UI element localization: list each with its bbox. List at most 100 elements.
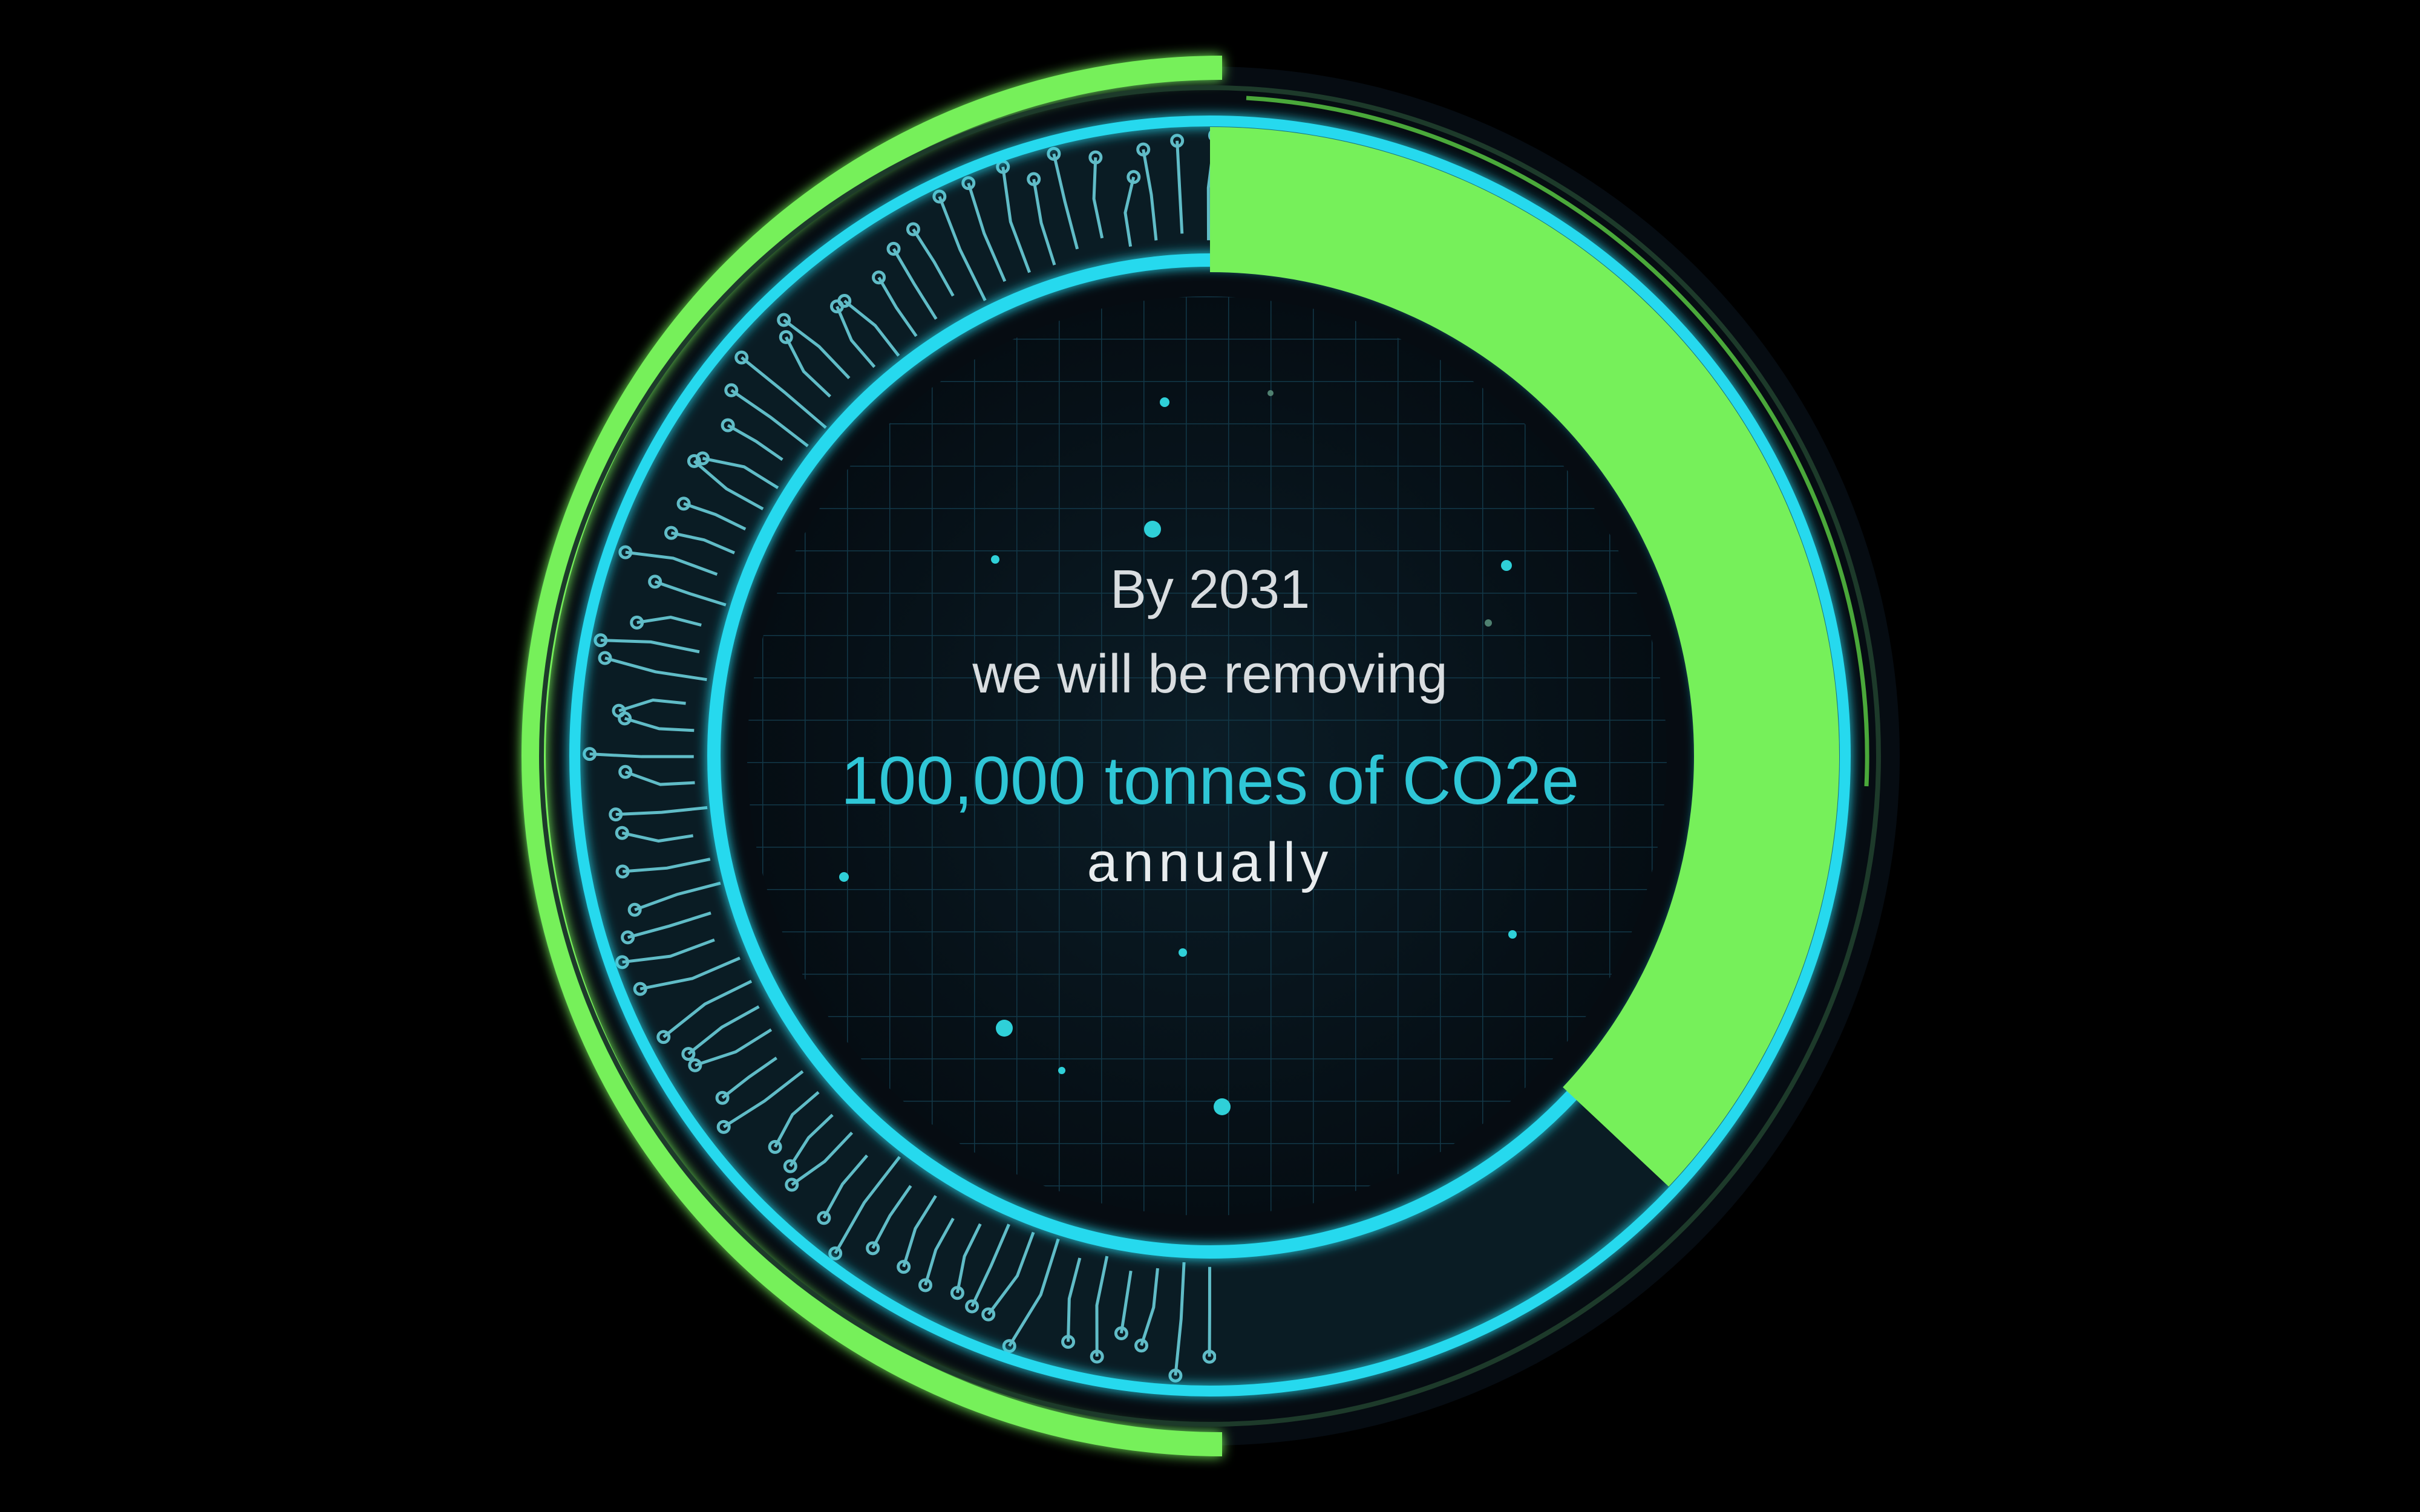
circuit-node: [828, 1246, 843, 1260]
circuit-trace: [654, 580, 727, 607]
circuit-trace: [785, 336, 831, 398]
circuit-node: [598, 651, 612, 665]
circuit-node: [837, 293, 852, 308]
grid-pattern-icon: [747, 296, 1667, 1216]
circuit-trace: [624, 770, 695, 786]
circuit-trace: [589, 752, 694, 758]
circuit-trace: [773, 1090, 820, 1148]
circuit-trace: [1119, 1270, 1133, 1334]
circuit-trace: [639, 956, 741, 991]
outer-thin-ring: [539, 85, 1881, 1427]
circuit-trace: [721, 1057, 777, 1100]
circuit-node: [817, 1211, 831, 1225]
circuit-trace: [702, 457, 779, 489]
circuit-node: [618, 764, 633, 779]
circuit-trace: [618, 698, 686, 712]
circuit-trace: [670, 531, 735, 555]
circuit-node: [1061, 1335, 1076, 1349]
circuit-node: [695, 451, 710, 466]
circuit-node: [1090, 1349, 1104, 1364]
circuit-trace: [636, 615, 702, 627]
circuit-trace: [1092, 157, 1104, 239]
circuit-node: [734, 350, 749, 365]
circuit-node: [681, 1047, 696, 1061]
caption-intro: we will be removing: [972, 644, 1448, 705]
circuit-node: [866, 1241, 880, 1256]
circuit-trace: [1140, 1268, 1159, 1346]
circuit-trace: [604, 656, 707, 682]
caption-amount: 100,000 tonnes of CO2e: [840, 743, 1580, 818]
circuit-trace: [1174, 1262, 1186, 1376]
circuit-node: [688, 1058, 702, 1072]
circuit-pattern-icon: [583, 128, 1216, 1383]
circuit-node: [1136, 142, 1151, 157]
circuit-node: [724, 383, 739, 397]
circuit-trace: [822, 1154, 869, 1219]
circuit-trace: [627, 911, 711, 939]
circuit-node: [1170, 134, 1185, 148]
circuit-trace: [1008, 1238, 1060, 1347]
circuit-node: [1114, 1326, 1128, 1341]
circuit-trace: [892, 248, 938, 320]
circuit-node: [648, 575, 662, 589]
circuit-node: [633, 982, 647, 996]
circuit-node: [721, 418, 735, 432]
circuit-trace: [727, 423, 783, 461]
circuit-node: [618, 545, 633, 559]
circuit-node: [1202, 1349, 1216, 1364]
circuit-trace: [625, 550, 718, 576]
circuit-trace: [687, 1005, 760, 1055]
circuit-node: [872, 270, 886, 285]
circuit-node: [621, 930, 635, 945]
circuit-trace: [836, 305, 876, 368]
circuit-trace: [634, 881, 721, 911]
circuit-trace: [789, 1113, 834, 1167]
circuit-trace: [955, 1223, 982, 1294]
circuit-trace: [1052, 153, 1079, 250]
circuit-node: [918, 1278, 933, 1292]
circuit-trace: [1176, 140, 1184, 234]
circuit-node: [906, 222, 920, 236]
progress-arc: [1210, 127, 1840, 1187]
circuit-trace: [791, 1132, 854, 1186]
circuit-node: [1002, 1339, 1016, 1354]
circuit-trace: [615, 806, 708, 816]
circuit-node: [615, 826, 629, 840]
circuit-node: [981, 1307, 996, 1321]
circuit-node: [594, 633, 608, 648]
circuit-node: [779, 330, 793, 344]
outer-green-arc: [522, 56, 1223, 1456]
circuit-node: [612, 703, 626, 718]
circuit-node: [656, 1030, 671, 1044]
circuit-trace: [621, 831, 693, 843]
circuit-trace: [987, 1231, 1035, 1315]
circuit-trace: [902, 1194, 937, 1268]
caption-frequency: annually: [1087, 832, 1333, 893]
circuit-trace: [662, 980, 753, 1038]
circuit-node: [897, 1260, 911, 1274]
circuit-node: [768, 1139, 782, 1154]
circuit-trace: [967, 182, 1007, 282]
circuit-node: [1047, 146, 1061, 161]
circuit-trace: [938, 196, 987, 301]
circuit-node: [1134, 1338, 1149, 1353]
circuit-trace: [1001, 166, 1031, 273]
circuit-trace: [783, 318, 851, 379]
circuit-node: [715, 1090, 730, 1105]
circuit-trace: [624, 717, 695, 732]
circuit-trace: [600, 639, 700, 654]
circuit-node: [886, 241, 901, 256]
circuit-node: [785, 1178, 799, 1192]
circuit-node: [1127, 170, 1141, 184]
circuit-node: [627, 902, 642, 917]
particle-dots-icon: [839, 390, 1517, 1115]
circuit-node: [996, 160, 1010, 174]
circuit-node: [950, 1286, 964, 1300]
circuit-node: [716, 1119, 731, 1134]
circuit-trace: [1067, 1257, 1082, 1342]
circuit-trace: [730, 389, 809, 448]
circuit-trace: [843, 299, 900, 357]
circuit-node: [1088, 150, 1103, 165]
circuit-node: [676, 497, 691, 511]
